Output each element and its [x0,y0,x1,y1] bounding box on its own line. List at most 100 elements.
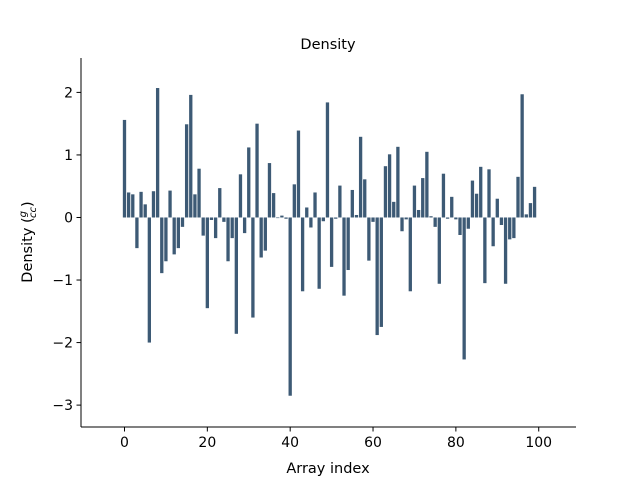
bar-6 [147,217,151,343]
bar-63 [383,166,388,218]
bar-83 [466,217,470,229]
bar-81 [458,217,462,235]
chart-title: Density [300,37,356,53]
bar-29 [242,217,247,234]
bar-series [122,88,537,396]
bar-88 [487,169,491,218]
bar-22 [213,217,218,239]
bar-92 [503,217,508,284]
y-axis-ticks: −3 −2 −1 0 1 2 [52,85,81,414]
bar-72 [421,178,425,218]
y-tick-label: 0 [64,210,73,226]
bar-98 [528,203,533,218]
bar-48 [321,217,325,222]
bar-60 [371,217,375,222]
bar-55 [350,189,354,218]
x-tick-label: 100 [525,435,552,451]
y-axis-label-denominator: cc [28,206,39,217]
bar-19 [201,217,205,236]
bar-44 [305,207,309,218]
bar-9 [160,217,164,274]
bar-67 [400,217,404,232]
bar-86 [479,166,483,218]
y-axis-label-close: ) [20,201,36,207]
x-axis-label: Array index [286,461,370,477]
svg-text:Density (gcc): Density (gcc) [18,201,39,282]
bar-64 [387,154,392,218]
bar-21 [209,217,214,220]
y-tick-label: 1 [64,148,73,164]
bar-53 [342,217,346,296]
bar-41 [292,184,296,218]
bar-90 [495,198,499,218]
bar-46 [313,192,317,218]
bar-3 [135,217,139,249]
bar-12 [172,217,176,255]
bar-47 [317,217,321,289]
bar-59 [367,217,371,261]
bar-34 [263,217,267,251]
bar-16 [189,94,193,218]
bar-20 [205,217,209,309]
bar-31 [251,217,255,318]
x-tick-label: 20 [198,435,216,451]
bar-75 [433,217,437,227]
bar-10 [164,217,168,262]
bar-37 [276,217,280,219]
bar-76 [437,217,441,284]
bar-18 [197,168,201,218]
bar-14 [180,217,185,227]
bar-33 [259,217,263,258]
bar-11 [168,190,172,218]
bar-78 [445,217,450,219]
bar-15 [184,124,189,218]
bar-70 [412,185,417,218]
bar-56 [354,214,359,218]
bar-36 [271,193,276,218]
bar-93 [508,217,512,240]
bar-50 [329,217,334,267]
y-axis-label-text: Density ( [20,217,36,282]
bar-74 [429,216,433,218]
bar-51 [334,217,338,219]
bar-58 [363,179,367,218]
y-axis-label-numerator: g [18,211,29,217]
bar-85 [474,193,479,218]
bar-26 [230,217,234,239]
bar-87 [483,217,487,284]
bar-17 [193,194,197,218]
bar-0 [122,119,127,218]
bar-27 [234,217,238,334]
bar-71 [416,209,421,218]
x-tick-label: 0 [120,435,129,451]
bar-89 [491,217,495,247]
bar-84 [470,180,475,218]
bar-68 [404,217,408,220]
x-tick-label: 40 [281,435,299,451]
bar-7 [151,191,156,218]
y-tick-label: 2 [64,85,73,101]
bar-25 [226,217,230,262]
bar-2 [131,194,135,218]
bar-73 [425,151,429,218]
bar-65 [392,201,396,218]
x-axis-ticks: 0 20 40 60 80 100 [120,427,552,451]
y-tick-label: −2 [52,336,73,352]
bar-69 [408,217,412,292]
bar-13 [176,217,180,249]
bar-52 [338,185,342,218]
bar-43 [300,217,305,292]
bar-4 [139,191,143,218]
bar-39 [284,217,288,219]
bar-40 [288,217,292,396]
bar-80 [454,217,458,220]
bar-99 [532,186,537,218]
bar-91 [499,217,504,225]
bar-42 [296,130,301,218]
bar-61 [375,217,379,336]
bar-45 [309,217,313,228]
bar-49 [325,102,330,218]
y-axis-label: Density (gcc) [18,201,39,282]
bar-38 [280,215,284,218]
